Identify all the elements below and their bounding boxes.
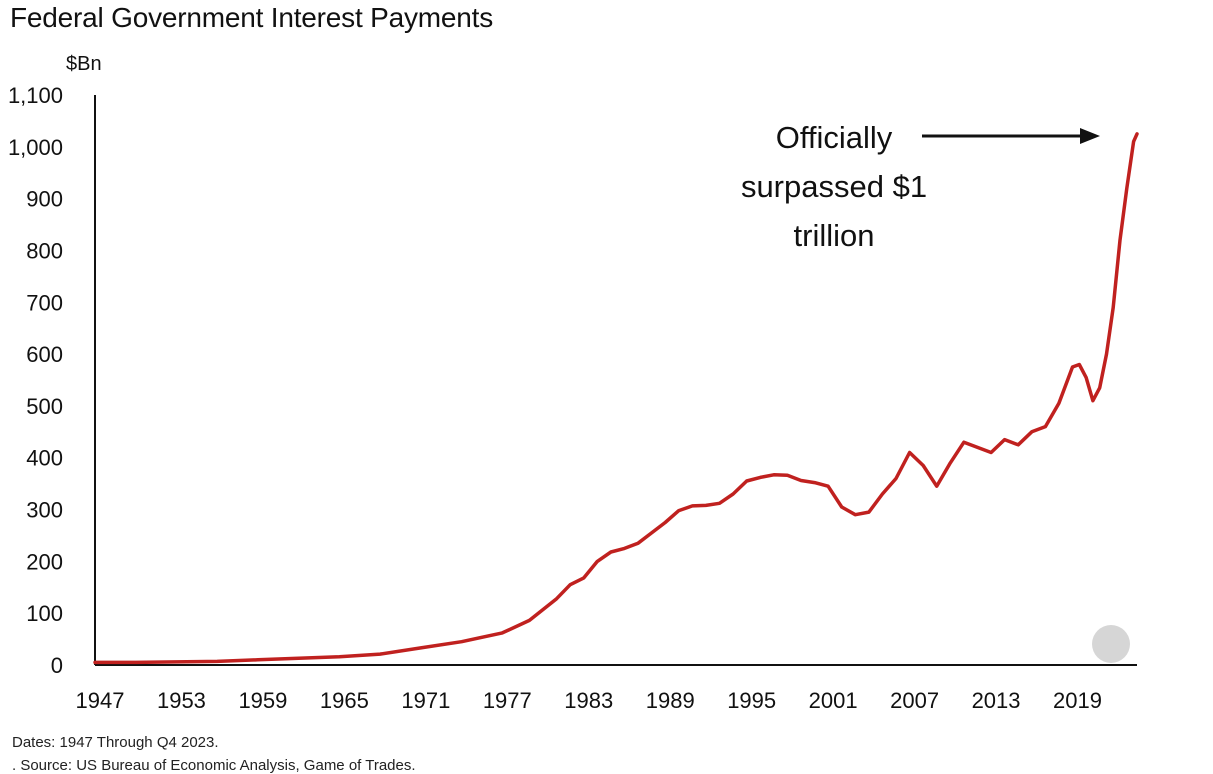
annotation-arrow-head <box>1080 128 1100 144</box>
x-tick-label: 1965 <box>320 688 369 713</box>
footnote-dates: Dates: 1947 Through Q4 2023. <box>12 734 219 751</box>
y-tick-label: 0 <box>51 653 63 678</box>
x-tick-label: 2007 <box>890 688 939 713</box>
y-tick-label: 800 <box>26 238 63 263</box>
y-tick-label: 100 <box>26 601 63 626</box>
x-tick-label: 1953 <box>157 688 206 713</box>
x-tick-label: 1959 <box>238 688 287 713</box>
y-tick-label: 600 <box>26 342 63 367</box>
annotation-text: Officially surpassed $1 trillion <box>741 120 927 253</box>
y-tick-label: 200 <box>26 549 63 574</box>
x-tick-label: 2001 <box>809 688 858 713</box>
x-axis-ticks: 1947 1953 1959 1965 1971 1977 1983 1989 1995 2001… <box>76 688 1102 713</box>
line-chart: 0 100 200 300 400 500 600 700 800 900 1,000 1,100 1… <box>8 53 1139 713</box>
y-tick-label: 1,100 <box>8 83 63 108</box>
annotation: Officially surpassed $1 trillion <box>741 120 1100 253</box>
x-tick-label: 1983 <box>564 688 613 713</box>
chart-title: Federal Government Interest Payments <box>10 2 494 33</box>
watermark-dot <box>1092 625 1130 663</box>
x-tick-label: 1947 <box>76 688 125 713</box>
y-axis-ticks: 0 100 200 300 400 500 600 700 800 900 1,000 1,100 <box>8 83 63 678</box>
x-tick-label: 1989 <box>646 688 695 713</box>
footnote-source: . Source: US Bureau of Economic Analysis… <box>12 757 416 774</box>
series-points <box>94 132 1139 664</box>
y-tick-label: 400 <box>26 446 63 471</box>
x-tick-label: 1977 <box>483 688 532 713</box>
y-axis-unit-label: $Bn <box>66 53 102 75</box>
y-tick-label: 900 <box>26 187 63 212</box>
y-tick-label: 500 <box>26 394 63 419</box>
x-tick-label: 1995 <box>727 688 776 713</box>
y-tick-label: 1,000 <box>8 135 63 160</box>
x-tick-label: 2019 <box>1053 688 1102 713</box>
x-tick-label: 2013 <box>972 688 1021 713</box>
x-tick-label: 1971 <box>401 688 450 713</box>
interest-payments-line <box>93 132 1139 665</box>
y-tick-label: 300 <box>26 498 63 523</box>
y-tick-label: 700 <box>26 290 63 315</box>
